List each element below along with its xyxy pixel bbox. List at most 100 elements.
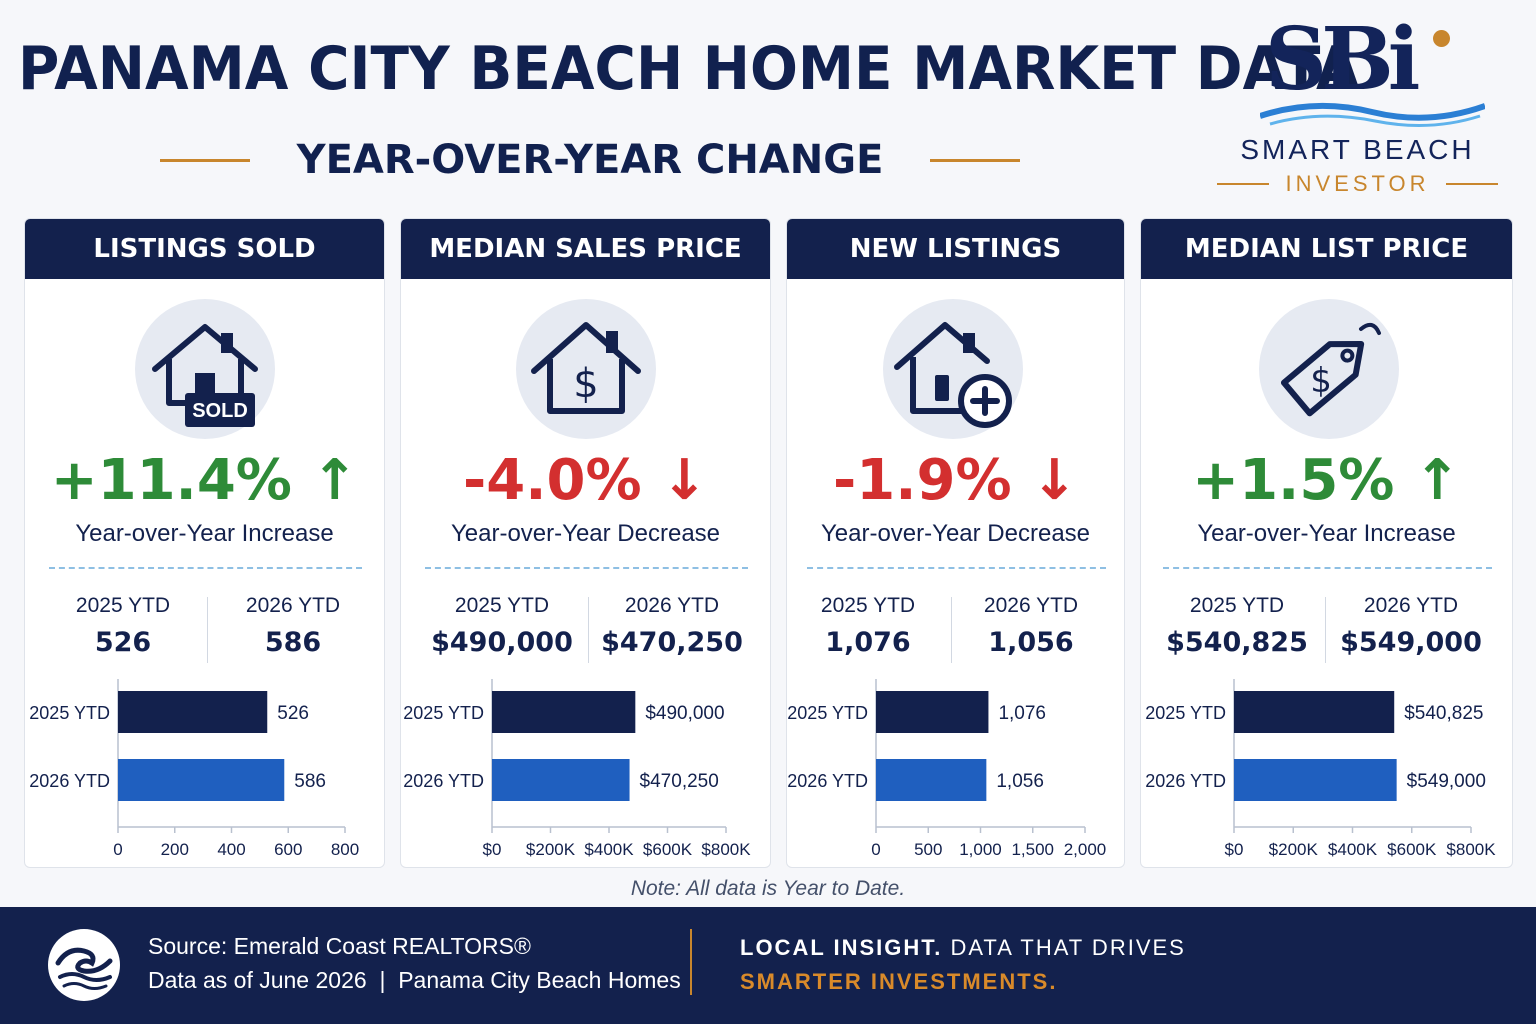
data-label: $470,250 (640, 771, 719, 792)
ytd-value: 1,076 (825, 627, 911, 658)
ytd-value: $470,250 (601, 627, 743, 658)
category-label: 2025 YTD (29, 703, 110, 723)
logo-tagline-right-rule (1446, 183, 1498, 185)
dashed-divider (1163, 567, 1492, 569)
data-label: $549,000 (1407, 771, 1486, 792)
ytd-2026: 2026 YTD $549,000 (1325, 591, 1497, 671)
ytd-divider (207, 597, 208, 663)
bar-2026-ytd (118, 759, 285, 801)
data-as-of-text: Data as of June 2026 | Panama City Beach… (148, 967, 681, 993)
card-new-listings: NEW LISTINGS -1.9% ↓ Year-over-Year Decr… (786, 218, 1125, 868)
change-label: Year-over-Year Decrease (820, 520, 1091, 547)
tagline-bold: LOCAL INSIGHT. (740, 935, 943, 960)
sold-sign-text: SOLD (192, 400, 248, 422)
bar-chart: 2025 YTD 1,076 2026 YTD 1,056 0 500 1,000 1,500… (787, 679, 1124, 859)
ytd-2026: 2026 YTD 586 (209, 591, 377, 671)
logo-tagline-row: INVESTOR (1205, 170, 1510, 198)
price-tag-dollar-icon: $ (1259, 299, 1399, 439)
tagline-line2: SMARTER INVESTMENTS. (740, 969, 1058, 994)
ytd-label: 2025 YTD (1189, 594, 1285, 617)
card-title: LISTINGS SOLD (25, 219, 384, 279)
category-label: 2026 YTD (403, 771, 484, 791)
x-tick-label: 200 (161, 840, 189, 859)
subtitle-left-rule (160, 159, 250, 162)
logo-letters: SBi (1265, 9, 1420, 110)
category-label: 2026 YTD (1145, 771, 1226, 791)
bar-chart: 2025 YTD $540,825 2026 YTD $549,000 $0 $200K $… (1141, 679, 1512, 859)
change-label: Year-over-Year Increase (1197, 520, 1456, 547)
house-plus-icon (883, 299, 1023, 439)
page-subtitle: YEAR-OVER-YEAR CHANGE (296, 137, 884, 183)
ytd-divider (951, 597, 952, 663)
x-tick-label: $800K (1446, 840, 1496, 859)
ytd-label: 2026 YTD (245, 594, 341, 617)
ytd-2025: 2025 YTD $490,000 (417, 591, 587, 671)
svg-text:$: $ (573, 361, 598, 407)
house-sold-icon: SOLD (135, 299, 275, 439)
ytd-label: 2025 YTD (454, 594, 550, 617)
x-tick-label: $600K (643, 840, 693, 859)
x-tick-label: 400 (217, 840, 245, 859)
ytd-2025: 2025 YTD 1,076 (787, 591, 949, 671)
category-label: 2025 YTD (787, 703, 868, 723)
logo-tagline-left-rule (1217, 183, 1269, 185)
tagline-rest: DATA THAT DRIVES (942, 935, 1186, 960)
category-label: 2025 YTD (1145, 703, 1226, 723)
bar-2025-ytd (1234, 691, 1395, 733)
x-tick-label: 1,000 (959, 840, 1002, 859)
category-label: 2025 YTD (403, 703, 484, 723)
category-label: 2026 YTD (29, 771, 110, 791)
ytd-divider (588, 597, 589, 663)
ytd-label: 2026 YTD (1363, 594, 1459, 617)
source-text: Source: Emerald Coast REALTORS® (148, 933, 531, 959)
card-title: MEDIAN SALES PRICE (401, 219, 770, 279)
bar-2025-ytd (876, 691, 989, 733)
ytd-value: $540,825 (1166, 627, 1308, 658)
wave-logo-icon-graphic (55, 947, 113, 990)
change-percent: -4.0% ↓ (463, 448, 708, 513)
page-title: PANAMA CITY BEACH HOME MARKET DATA (18, 34, 1360, 104)
dashed-divider (807, 567, 1106, 569)
x-tick-label: 0 (871, 840, 880, 859)
ytd-2025: 2025 YTD $540,825 (1151, 591, 1323, 671)
x-tick-label: $200K (1269, 840, 1319, 859)
data-label: 1,056 (996, 771, 1044, 792)
x-tick-label: $400K (1328, 840, 1378, 859)
x-tick-label: 0 (113, 840, 122, 859)
house-dollar-icon-graphic: $ (531, 322, 641, 414)
ytd-label: 2025 YTD (75, 594, 171, 617)
house-sold-icon-graphic: SOLD (152, 324, 258, 427)
x-tick-label: 500 (914, 840, 942, 859)
x-tick-label: 2,000 (1064, 840, 1107, 859)
x-tick-label: 600 (274, 840, 302, 859)
bar-2026-ytd (876, 759, 987, 801)
chart-svg: 2025 YTD $490,000 2026 YTD $470,250 $0 $200K $… (403, 679, 751, 859)
data-note: Note: All data is Year to Date. (630, 877, 906, 900)
x-tick-label: $200K (526, 840, 576, 859)
footer-divider (690, 929, 692, 995)
card-median-sales-price: MEDIAN SALES PRICE $ -4.0% ↓ Year-over-Y… (400, 218, 771, 868)
x-tick-label: $0 (483, 840, 502, 859)
change-percent: -1.9% ↓ (833, 448, 1078, 513)
subtitle-right-rule (930, 159, 1020, 162)
logo-wave-icon (1260, 102, 1485, 127)
footer-source: Source: Emerald Coast REALTORS® Data as … (148, 929, 688, 1009)
ytd-label: 2026 YTD (624, 594, 720, 617)
chart-svg: 2025 YTD 526 2026 YTD 586 0 200 400 600 800 (29, 679, 359, 859)
bar-chart: 2025 YTD 526 2026 YTD 586 0 200 400 600 800 (25, 679, 384, 859)
svg-text:$: $ (1310, 361, 1332, 401)
ytd-divider (1325, 597, 1326, 663)
subtitle-row: YEAR-OVER-YEAR CHANGE (160, 130, 1020, 190)
bar-2025-ytd (492, 691, 636, 733)
chart-svg: 2025 YTD $540,825 2026 YTD $549,000 $0 $200K $… (1145, 679, 1496, 859)
data-label: 1,076 (998, 703, 1046, 724)
data-label: $490,000 (645, 703, 724, 724)
logo-tagline: INVESTOR (1285, 171, 1430, 196)
x-tick-label: $600K (1387, 840, 1437, 859)
category-label: 2026 YTD (787, 771, 868, 791)
x-tick-label: $400K (584, 840, 634, 859)
ytd-2026: 2026 YTD 1,056 (949, 591, 1113, 671)
footer: Source: Emerald Coast REALTORS® Data as … (0, 907, 1536, 1024)
logo-dot (1433, 30, 1450, 47)
